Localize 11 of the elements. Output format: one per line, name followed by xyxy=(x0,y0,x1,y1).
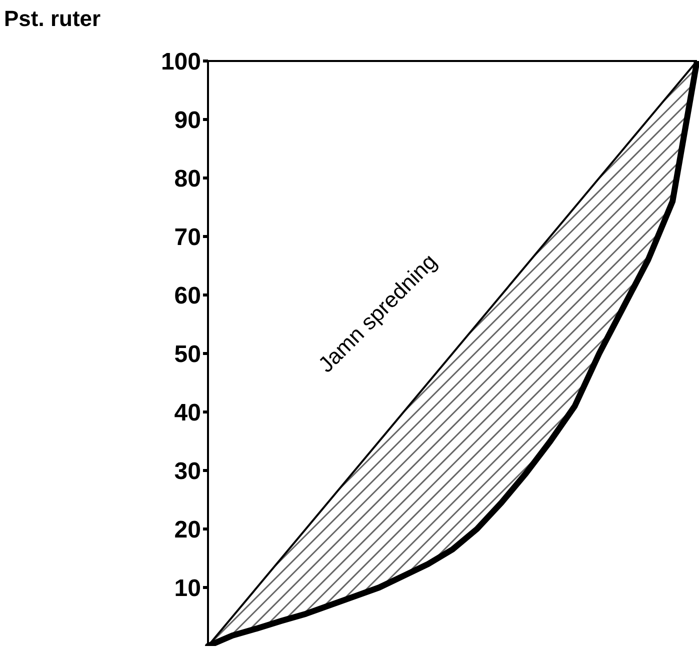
y-tick-label: 20 xyxy=(174,516,201,544)
y-tick-label: 100 xyxy=(160,48,201,76)
y-tick-label: 70 xyxy=(174,224,201,252)
y-tick-label: 50 xyxy=(174,341,201,368)
y-tick-label: 40 xyxy=(174,400,201,427)
y-axis-title: Pst. ruter xyxy=(4,6,102,31)
y-tick-label: 90 xyxy=(174,107,201,134)
y-tick-label: 80 xyxy=(174,166,201,193)
y-tick-label: 60 xyxy=(174,282,201,310)
y-tick-label: 30 xyxy=(174,458,201,486)
y-tick-label: 10 xyxy=(174,575,201,602)
